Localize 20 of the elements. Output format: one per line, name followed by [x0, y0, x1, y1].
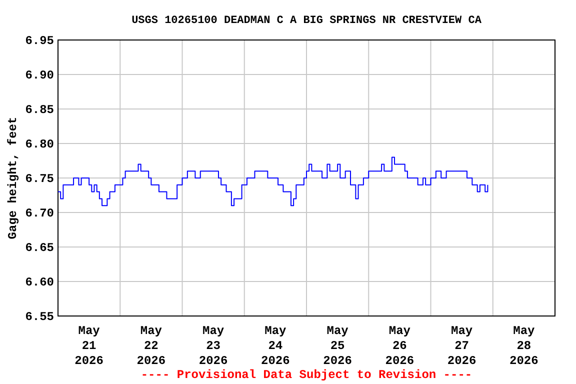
y-tick-label: 6.60 [25, 276, 54, 290]
y-tick-label: 6.90 [25, 68, 54, 82]
x-tick-label: May 25 2026 [323, 324, 352, 368]
text: ---- Provisional Data Subject to Revision ---- [140, 368, 472, 382]
y-axis-title: Gage height, feet [6, 116, 20, 240]
y-tick-label: 6.80 [25, 138, 54, 152]
y-tick-label: 6.95 [25, 34, 54, 48]
x-tick-label: May 26 2026 [385, 324, 414, 368]
x-tick-label: May 28 2026 [510, 324, 538, 368]
x-tick-label: May 27 2026 [447, 324, 476, 368]
y-tick-label: 6.75 [25, 172, 54, 186]
y-tick-label: 6.55 [25, 310, 54, 324]
x-tick-label: May 21 2026 [74, 324, 104, 368]
y-tick-label: 6.85 [25, 103, 54, 117]
x-tick-label: May 24 2026 [261, 324, 290, 368]
x-tick-label: May 22 2026 [136, 324, 166, 368]
chart-title: USGS 10265100 DEADMAN C A BIG SPRINGS NR CRESTVIEW CA [132, 15, 482, 27]
y-tick-label: 6.70 [25, 206, 54, 220]
x-tick-label: May 23 2026 [198, 324, 228, 368]
y-tick-label: 6.65 [25, 241, 54, 255]
